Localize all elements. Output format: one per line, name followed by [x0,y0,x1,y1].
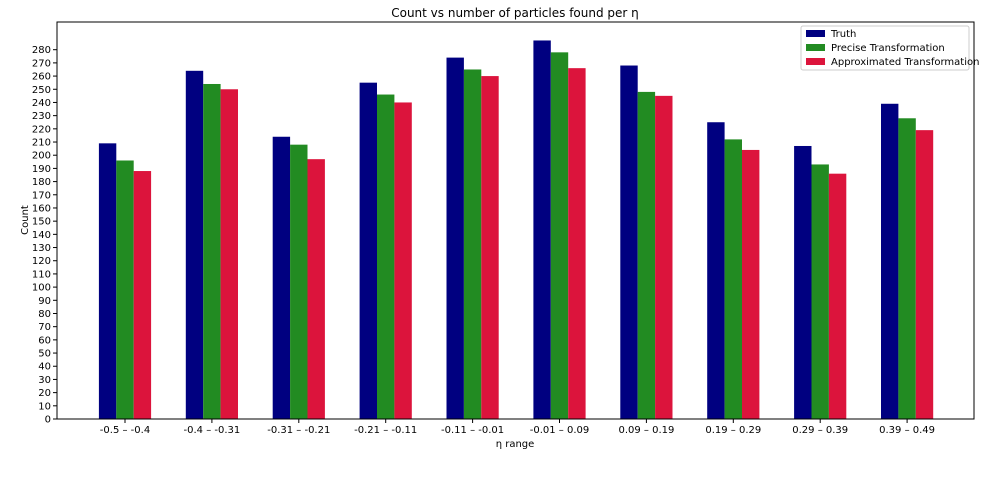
y-tick-label: 150 [32,217,51,228]
y-tick-label: 200 [32,151,51,162]
bar-1-0 [116,160,134,420]
y-tick-label: 210 [32,138,51,149]
bar-0-3 [359,82,377,420]
y-tick-label: 130 [32,243,51,254]
x-axis-label: η range [496,439,535,450]
bar-0-8 [794,145,812,420]
bar-2-6 [655,95,673,420]
x-tick-label: -0.5 – -0.4 [100,425,150,436]
y-tick-label: 90 [38,296,51,307]
y-tick-label: 40 [38,362,51,373]
plot-frame [56,21,975,420]
y-tick-label: 10 [38,401,51,412]
x-tick-label: -0.11 – -0.01 [441,425,504,436]
bar-2-1 [220,89,238,420]
x-tick-label: -0.31 – -0.21 [267,425,330,436]
bar-1-9 [898,118,916,419]
y-tick-label: 250 [32,85,51,96]
bar-2-8 [828,173,847,419]
bar-1-7 [724,139,742,419]
chart-title: Count vs number of particles found per η [391,6,639,20]
y-tick-label: 120 [32,256,51,267]
bar-2-3 [394,102,412,420]
y-tick-label: 20 [38,388,51,399]
y-tick-label: 280 [32,45,51,56]
bar-1-2 [290,144,308,419]
y-tick-label: 80 [38,309,51,320]
bar-2-0 [133,171,152,419]
y-tick-label: 160 [32,203,51,214]
y-tick-label: 30 [38,375,51,386]
bar-2-2 [307,159,325,420]
x-tick-label: 0.19 – 0.29 [705,425,761,436]
x-axis: -0.5 – -0.4 -0.4 – -0.31 -0.31 – -0.21 -0.2… [100,419,935,436]
x-tick-label: 0.29 – 0.39 [792,425,848,436]
bar-1-1 [203,83,221,420]
y-tick-label: 110 [32,269,51,280]
bar-0-6 [620,65,638,420]
y-tick-label: 220 [32,124,51,135]
legend-swatch-0 [806,30,825,37]
bar-2-9 [915,130,934,419]
legend-label-1: Precise Transformation [831,43,945,54]
y-tick-label: 240 [32,98,51,109]
bar-1-8 [811,164,829,419]
legend: Truth Precise Transformation Approximated … [800,25,979,71]
bar-1-4 [463,69,482,419]
y-tick-label: 60 [38,335,51,346]
legend-swatch-2 [806,58,825,65]
y-tick-label: 190 [32,164,51,175]
bar-0-1 [185,70,204,420]
bar-0-5 [533,40,551,419]
y-tick-label: 170 [32,190,51,201]
y-tick-label: 140 [32,230,51,241]
bar-group [98,40,934,420]
bar-2-7 [742,149,760,419]
y-tick-label: 100 [32,283,51,294]
legend-label-0: Truth [830,29,856,40]
bar-2-4 [481,76,499,419]
bar-2-5 [568,68,586,419]
bar-1-6 [637,91,656,420]
x-tick-label: -0.21 – -0.11 [354,425,417,436]
x-tick-label: -0.4 – -0.31 [184,425,241,436]
bar-1-3 [377,94,395,419]
bar-0-2 [272,136,291,419]
legend-box [800,25,970,71]
bar-0-0 [98,143,117,419]
y-tick-label: 230 [32,111,51,122]
y-tick-label: 0 [45,415,51,426]
y-tick-label: 270 [32,58,51,69]
x-tick-label: 0.39 – 0.49 [879,425,935,436]
y-tick-label: 50 [38,349,51,360]
x-tick-label: 0.09 – 0.19 [618,425,674,436]
legend-swatch-1 [806,44,825,51]
y-tick-label: 180 [32,177,51,188]
y-axis: 0 10 20 30 40 50 60 70 80 90 100 110 120 130 140 150 160… [32,45,57,426]
legend-label-2: Approximated Transformation [831,57,979,68]
x-tick-label: -0.01 – 0.09 [530,425,590,436]
y-tick-label: 260 [32,72,51,83]
bar-0-7 [707,122,725,420]
bar-1-5 [550,52,569,420]
bar-0-9 [881,103,899,420]
bar-0-4 [446,57,464,420]
y-tick-label: 70 [38,322,51,333]
y-axis-label: Count [20,205,31,235]
